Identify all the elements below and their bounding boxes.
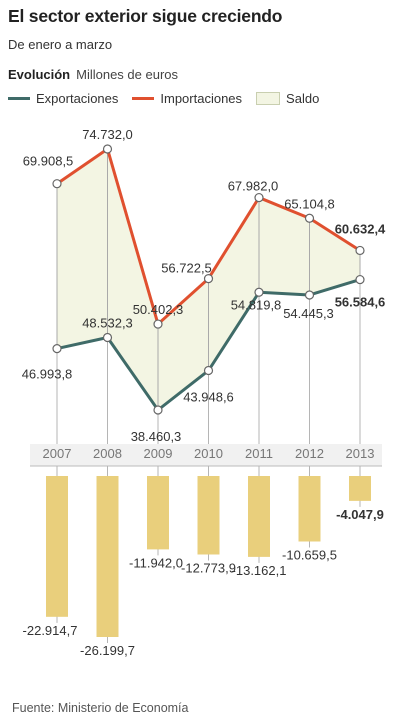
exports-data-label: 38.460,3 (131, 429, 182, 444)
legend-swatch-imports (132, 97, 155, 100)
balance-data-label: -11.942,0 (129, 555, 183, 570)
legend-label-exports: Exportaciones (36, 91, 119, 106)
exports-point (304, 290, 315, 300)
balance-bar (46, 476, 68, 617)
legend-swatch-exports (8, 97, 30, 100)
unit-label: Millones de euros (76, 67, 179, 82)
year-tick-label: 2007 (43, 446, 72, 461)
balance-data-label: -22.914,7 (23, 623, 78, 638)
exports-data-label: 48.532,3 (82, 316, 133, 331)
imports-data-label: 65.104,8 (284, 196, 335, 211)
year-tick-label: 2012 (295, 446, 324, 461)
legend-swatch-balance (256, 92, 281, 105)
year-axis-band (30, 444, 382, 466)
year-tick-label: 2011 (245, 446, 273, 461)
exports-point (203, 365, 214, 376)
exports-data-label: 43.948,6 (183, 390, 234, 405)
imports-data-label: 56.722,5 (161, 261, 212, 276)
year-tick-label: 2010 (194, 446, 223, 461)
year-tick-label: 2008 (93, 446, 122, 461)
balance-data-label: -13.162,1 (232, 563, 287, 578)
imports-data-label: 60.632,4 (335, 221, 386, 236)
imports-point (304, 213, 315, 223)
imports-data-label: 67.982,0 (228, 179, 279, 194)
legend-label-balance: Saldo (286, 91, 320, 106)
balance-bar (197, 476, 220, 555)
balance-bar (96, 476, 119, 637)
chart-subtitle: De enero a marzo (8, 37, 113, 52)
exports-point (102, 332, 113, 343)
chart-title: El sector exterior sigue creciendo (8, 6, 283, 26)
imports-point (153, 319, 163, 329)
imports-point (355, 245, 365, 256)
year-tick-label: 2009 (144, 446, 173, 461)
exports-data-label: 54.819,8 (231, 297, 282, 312)
exports-point (52, 343, 62, 354)
balance-bar (298, 476, 321, 542)
exports-point (153, 405, 163, 415)
section-heading: Evolución Millones de euros (8, 67, 178, 82)
balance-bar (147, 476, 169, 550)
chart-legend: Exportaciones Importaciones Saldo (8, 91, 333, 106)
imports-point (254, 192, 264, 203)
balance-data-label: -10.659,5 (282, 548, 337, 563)
balance-data-label: -26.199,7 (80, 643, 135, 658)
legend-item-imports: Importaciones (132, 91, 242, 106)
exports-data-label: 54.445,3 (283, 306, 334, 321)
year-tick-label: 2013 (346, 446, 375, 461)
imports-point (102, 144, 113, 154)
legend-label-imports: Importaciones (160, 91, 243, 106)
balance-data-label: -4.047,9 (336, 507, 384, 522)
balance-bar (248, 476, 270, 557)
exports-data-label: 56.584,6 (335, 295, 386, 310)
balance-bar (349, 476, 371, 501)
source-note: Fuente: Ministerio de Economía (12, 701, 189, 715)
exports-point (355, 274, 365, 285)
exports-data-label: 46.993,8 (22, 367, 73, 382)
imports-point (52, 179, 62, 189)
imports-data-label: 69.908,5 (23, 154, 74, 169)
exports-point (254, 287, 264, 297)
imports-data-label: 50.402,3 (133, 302, 184, 317)
section-label: Evolución (8, 67, 71, 82)
legend-item-exports: Exportaciones (8, 91, 118, 106)
legend-item-balance: Saldo (256, 91, 319, 106)
imports-point (203, 273, 214, 284)
balance-data-label: -12.773,9 (181, 560, 236, 575)
imports-data-label: 74.732,0 (82, 127, 133, 142)
